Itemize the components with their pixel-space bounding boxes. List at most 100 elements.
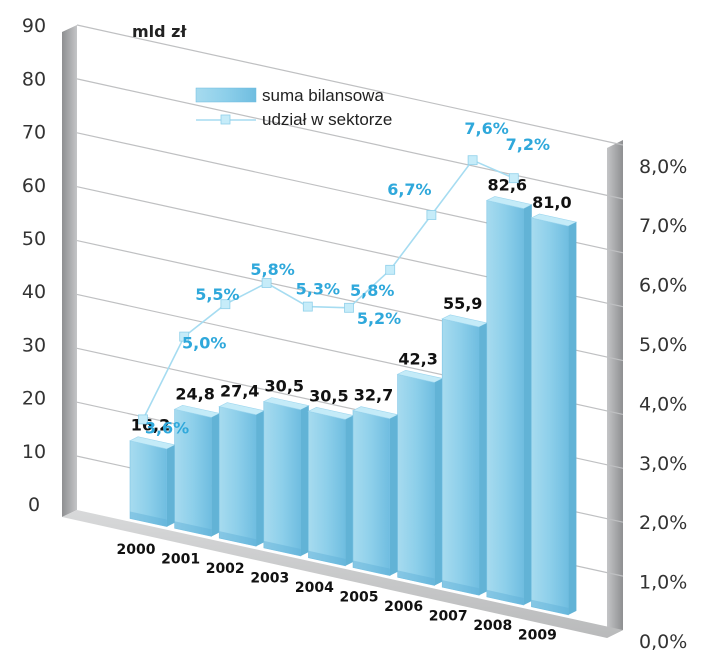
bar-base	[174, 521, 212, 537]
bar-base	[219, 531, 257, 547]
line-value-label: 5,0%	[182, 334, 226, 353]
left-tick-label: 30	[22, 334, 46, 356]
left-tick-label: 70	[22, 122, 46, 144]
legend-line-label: udział w sektorze	[262, 110, 392, 129]
category-label: 2005	[340, 590, 379, 606]
line-marker	[302, 301, 313, 312]
bar-side	[345, 415, 354, 566]
category-label: 2008	[473, 618, 512, 634]
bar-side	[211, 413, 220, 537]
left-tick-label: 50	[22, 228, 46, 250]
bar	[441, 314, 489, 596]
bar-front	[218, 406, 257, 547]
line-value-label: 5,8%	[350, 281, 394, 300]
left-tick-label: 60	[22, 175, 46, 197]
line-marker	[385, 264, 396, 275]
line-marker	[179, 331, 190, 342]
bar-value-label: 81,0	[532, 193, 571, 212]
category-label: 2001	[161, 552, 200, 568]
category-label: 2000	[117, 542, 156, 558]
bar-front	[486, 200, 525, 606]
category-label: 2002	[206, 561, 245, 577]
legend-line-marker	[220, 114, 231, 125]
bar	[173, 404, 221, 537]
bar-base	[531, 599, 569, 615]
bar-side	[479, 322, 488, 596]
bar	[307, 406, 355, 567]
bar	[396, 369, 444, 586]
bar	[485, 196, 533, 606]
bar-value-label: 30,5	[309, 386, 348, 405]
left-tick-label: 0	[28, 494, 40, 516]
line-value-label: 5,3%	[296, 280, 340, 299]
bar-side	[300, 405, 309, 557]
line-marker	[467, 155, 478, 166]
right-tick-label: 7,0%	[639, 215, 687, 237]
line-series	[138, 155, 519, 425]
category-label: 2004	[295, 580, 334, 596]
line-value-label: 6,7%	[387, 180, 431, 199]
bar-side	[167, 444, 175, 527]
category-label: 2003	[250, 571, 289, 587]
floor	[62, 510, 623, 638]
line-marker	[508, 173, 519, 184]
bar-base	[486, 589, 524, 606]
bar-base	[308, 550, 346, 566]
bar-series	[129, 196, 578, 616]
bar-base	[353, 560, 390, 576]
right-tick-label: 6,0%	[639, 275, 687, 297]
gridline	[76, 78, 624, 200]
bar-front	[352, 410, 391, 577]
left-tick-label: 40	[22, 281, 46, 303]
bar-front	[441, 318, 480, 596]
bar-value-label: 32,7	[354, 386, 393, 405]
bar-side	[390, 414, 398, 576]
bar-front	[263, 401, 302, 557]
bar-value-label: 30,5	[265, 377, 304, 396]
line-value-label: 7,6%	[464, 119, 508, 138]
line-marker	[344, 302, 354, 313]
right-tick-label: 1,0%	[639, 572, 687, 594]
line-marker	[138, 414, 148, 425]
right-tick-label: 2,0%	[639, 512, 687, 534]
bar-base	[263, 540, 301, 557]
bar	[218, 402, 266, 547]
right-tick-label: 5,0%	[639, 334, 687, 356]
bar-side	[523, 204, 532, 606]
bar-value-label: 42,3	[398, 349, 437, 368]
chart-frame	[62, 25, 623, 638]
line-path	[142, 159, 515, 420]
bar-front	[397, 373, 435, 586]
bar-base	[442, 580, 480, 596]
left-wall-panel	[62, 25, 77, 517]
legend-bar-swatch	[195, 87, 257, 103]
unit-label: mld zł	[132, 22, 187, 41]
bar-value-label: 55,9	[443, 294, 482, 313]
bar	[352, 406, 399, 577]
left-axis: 0 10 20 30 40 50 60 70 80 90	[22, 15, 46, 516]
bar-value-labels: 16,224,8 27,4 30,530,5 32,742,355,982,681,0	[131, 175, 572, 434]
left-tick-label: 20	[22, 388, 46, 410]
right-tick-label: 3,0%	[639, 453, 687, 475]
right-tick-label: 0,0%	[639, 631, 687, 653]
bar-front	[531, 217, 569, 616]
line-value-label: 3,6%	[145, 418, 189, 437]
line-value-label: 7,2%	[506, 135, 550, 154]
right-tick-label: 8,0%	[639, 156, 687, 178]
right-axis: 0,0% 1,0% 2,0% 3,0% 4,0% 5,0% 6,0% 7,0% 8,0%	[639, 156, 687, 653]
bar	[129, 436, 176, 528]
bar-base	[397, 570, 435, 586]
bar-side	[434, 378, 443, 586]
bar-value-label: 24,8	[175, 384, 214, 403]
line-marker	[261, 278, 272, 288]
left-tick-label: 80	[22, 68, 46, 90]
bar	[262, 397, 310, 557]
category-label: 2007	[429, 609, 468, 625]
bar-value-label: 27,4	[220, 382, 259, 401]
bar	[530, 213, 578, 616]
line-marker	[220, 299, 231, 310]
category-label: 2009	[518, 628, 557, 644]
gridline	[76, 24, 624, 146]
left-tick-label: 10	[22, 441, 46, 463]
